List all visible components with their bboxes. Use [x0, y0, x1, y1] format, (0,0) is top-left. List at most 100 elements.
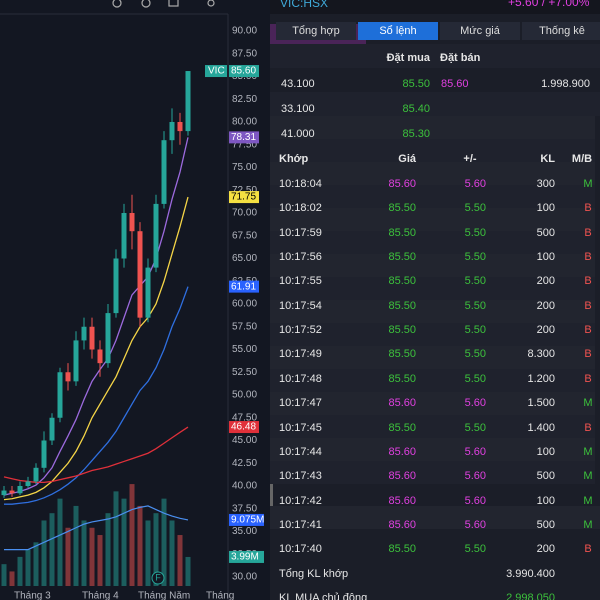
trade-change: 5.50 — [464, 226, 486, 239]
trade-change: 5.60 — [464, 518, 486, 531]
trade-row — [270, 162, 595, 185]
price-tag — [229, 421, 259, 434]
candle-body — [153, 203, 159, 268]
trade-price: 85.50 — [388, 324, 416, 337]
trade-side: B — [584, 299, 592, 312]
x-label: Tháng Năm — [138, 591, 190, 600]
volume-bar — [177, 535, 183, 586]
total-value: 3.990.400 — [506, 568, 555, 580]
y-tick-label: 87.50 — [232, 48, 257, 59]
scrollbar — [270, 484, 273, 506]
trade-row — [270, 392, 595, 415]
trade-row — [270, 139, 595, 162]
price-tag — [229, 280, 259, 293]
x-label: Tháng 4 — [82, 591, 119, 600]
y-tick-label: 77.50 — [232, 139, 257, 150]
trade-volume: 100 — [536, 494, 555, 507]
chart-bg — [0, 0, 270, 600]
trade-change: 5.50 — [464, 543, 486, 556]
trade-time: 10:17:48 — [279, 372, 322, 385]
volume-bar — [17, 556, 23, 586]
trade-side: B — [584, 372, 592, 385]
trade-side: B — [584, 421, 592, 434]
trade-side: B — [584, 348, 592, 361]
trade-side: B — [584, 251, 592, 264]
trade-volume: 8.300 — [527, 348, 555, 361]
volume-bar — [129, 484, 135, 586]
candle-body — [33, 467, 39, 482]
volume-bar — [9, 571, 15, 586]
trade-price: 85.60 — [388, 518, 416, 531]
panel-header — [270, 0, 600, 14]
ask-volume: 1.998.900 — [541, 78, 590, 90]
trade-header: +/- — [463, 153, 477, 165]
volume-bar — [113, 491, 119, 586]
tab[interactable]: Sổ lệnh — [358, 22, 438, 40]
trade-change: 5.60 — [464, 494, 486, 507]
trade-volume: 500 — [536, 470, 555, 483]
toolbar-icons[interactable] — [112, 0, 215, 8]
price-change: +5.60 / +7.00% — [508, 0, 590, 9]
symbol[interactable]: VIC:HSX — [280, 0, 329, 10]
volume-bar — [73, 505, 79, 586]
volume-bar — [161, 498, 167, 586]
bid-volume: 33.100 — [281, 103, 315, 115]
total-label: Tổng KL khớp — [279, 568, 349, 580]
trade-header-bg — [270, 92, 600, 116]
volume-bar — [57, 498, 63, 586]
trade-time: 10:17:44 — [279, 445, 322, 458]
trade-change: 5.60 — [464, 397, 486, 410]
trade-time: 10:17:54 — [279, 299, 322, 312]
tab[interactable]: Tổng hợp — [276, 22, 356, 40]
candle-body — [89, 326, 95, 350]
y-tick-label: 42.50 — [232, 458, 257, 469]
y-tick-label: 90.00 — [232, 26, 257, 37]
trade-time: 10:17:55 — [279, 275, 322, 288]
y-tick-label: 65.00 — [232, 253, 257, 264]
trade-time: 10:18:04 — [279, 178, 322, 190]
book-header: Đặt bán — [440, 52, 481, 64]
trade-time: 10:17:40 — [279, 543, 322, 556]
volume-bar — [25, 549, 31, 586]
trade-volume: 200 — [536, 275, 555, 288]
candle-body — [81, 326, 87, 341]
trade-price: 85.50 — [388, 348, 416, 361]
trade-row — [270, 116, 595, 139]
trade-price: 85.50 — [388, 421, 416, 434]
candle-body — [161, 140, 167, 204]
candle-body — [113, 258, 119, 314]
volume-bar — [1, 564, 7, 586]
trade-row — [270, 254, 595, 277]
trade-time: 10:17:56 — [279, 251, 322, 264]
symbol-tag-label: VIC — [208, 66, 225, 77]
volume-bar — [105, 513, 111, 586]
trade-header: KL — [540, 153, 555, 165]
y-tick-label: 82.50 — [232, 94, 257, 105]
volume-bar — [121, 498, 127, 586]
trade-change: 5.50 — [464, 324, 486, 337]
tab[interactable]: Thống kê — [522, 22, 600, 40]
moving-average — [4, 286, 189, 505]
trade-price: 85.50 — [388, 543, 416, 556]
trade-header: Khớp — [279, 153, 309, 165]
candle-body — [17, 486, 23, 494]
trade-row — [270, 185, 595, 208]
candle-body — [9, 490, 15, 494]
volume-bar — [153, 513, 159, 586]
trade-volume: 200 — [536, 299, 555, 312]
candle-body — [129, 213, 135, 232]
trade-header: Giá — [398, 153, 416, 165]
price-tag-label: 71.75 — [231, 192, 256, 203]
volume-tag — [229, 550, 264, 563]
tab[interactable]: Mức giá — [440, 22, 520, 40]
event-label: F — [155, 572, 161, 582]
candle-body — [177, 122, 183, 132]
trade-change: 5.50 — [464, 299, 486, 312]
trade-volume: 100 — [536, 251, 555, 264]
volume-bar — [65, 527, 71, 586]
y-tick-label: 75.00 — [232, 162, 257, 173]
trade-volume: 200 — [536, 543, 555, 556]
volume-tag-label: 3.99M — [231, 552, 259, 563]
total-row — [270, 506, 600, 529]
trade-row — [270, 461, 595, 484]
